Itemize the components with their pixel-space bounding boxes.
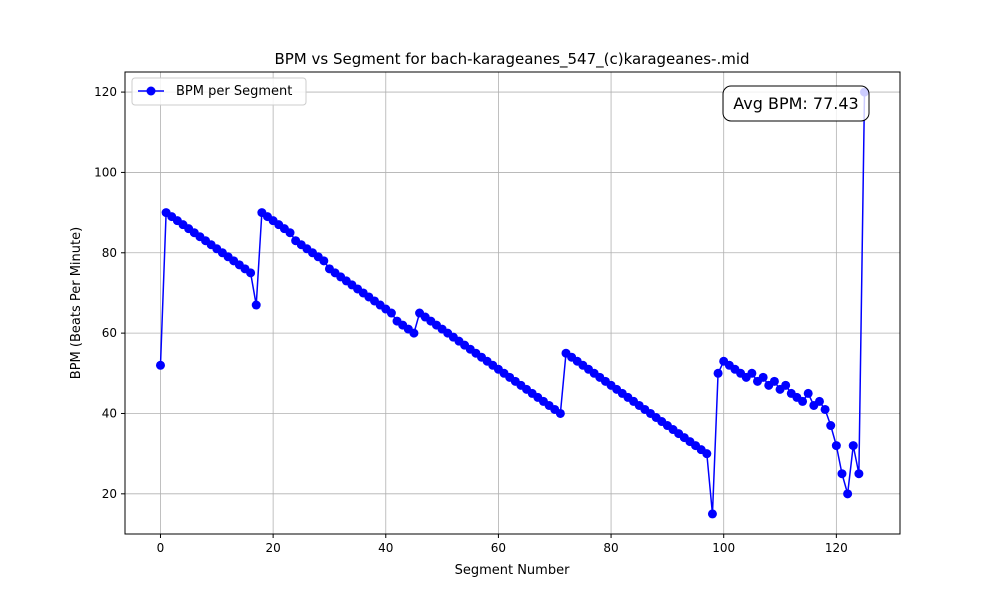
data-point	[409, 328, 419, 338]
y-axis: 20 40 60 80 100 120	[94, 85, 125, 501]
data-point	[837, 469, 847, 479]
data-point	[707, 509, 717, 519]
data-point	[386, 308, 396, 318]
data-point	[747, 368, 757, 378]
avg-bpm-annotation: Avg BPM: 77.43	[722, 85, 870, 122]
x-tick-label: 20	[265, 541, 280, 555]
data-point	[155, 360, 165, 370]
x-tick-label: 80	[603, 541, 618, 555]
legend-dot-marker	[146, 86, 156, 96]
avg-bpm-text: Avg BPM: 77.43	[733, 94, 858, 113]
y-tick-label: 20	[102, 487, 117, 501]
y-tick-label: 80	[102, 246, 117, 260]
data-point	[848, 441, 858, 451]
x-tick-label: 0	[157, 541, 165, 555]
x-tick-label: 120	[825, 541, 848, 555]
x-tick-label: 60	[491, 541, 506, 555]
data-point	[555, 408, 565, 418]
legend: BPM per Segment	[131, 77, 307, 106]
chart-title: BPM vs Segment for bach-karageanes_547_(…	[274, 50, 749, 69]
data-point	[843, 489, 853, 499]
data-point	[831, 441, 841, 451]
data-point	[713, 368, 723, 378]
series-layer	[155, 87, 870, 519]
data-point	[854, 469, 864, 479]
data-point	[826, 421, 836, 431]
series-line	[159, 92, 866, 515]
data-point	[702, 449, 712, 459]
legend-entry-label: BPM per Segment	[176, 84, 292, 99]
plot-frame	[124, 71, 901, 535]
data-point	[803, 388, 813, 398]
y-tick-label: 100	[94, 165, 117, 179]
avg-bpm-box	[722, 85, 870, 122]
data-point	[285, 228, 295, 238]
data-point	[798, 396, 808, 406]
data-point	[246, 268, 256, 278]
y-tick-label: 60	[102, 326, 117, 340]
data-point	[319, 256, 329, 266]
x-axis-label: Segment Number	[455, 563, 571, 578]
data-point	[781, 380, 791, 390]
grid	[125, 72, 900, 534]
y-tick-label: 120	[94, 85, 117, 99]
x-tick-label: 40	[378, 541, 393, 555]
data-point	[251, 300, 261, 310]
x-axis: 0 20 40 60 80 100 120	[157, 534, 848, 555]
data-point	[814, 396, 824, 406]
data-point	[758, 372, 768, 382]
legend-box	[131, 77, 307, 106]
x-tick-label: 100	[712, 541, 735, 555]
y-tick-label: 40	[102, 406, 117, 420]
y-axis-label: BPM (Beats Per Minute)	[69, 227, 84, 379]
data-point	[769, 376, 779, 386]
data-point	[820, 404, 830, 414]
